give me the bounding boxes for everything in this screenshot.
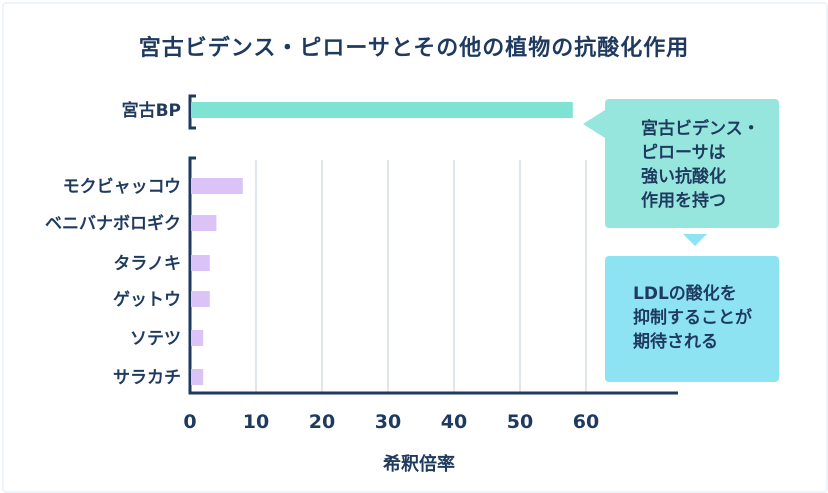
bar-0 bbox=[191, 102, 573, 118]
bar-2 bbox=[191, 215, 217, 231]
x-tick-label: 60 bbox=[573, 411, 599, 433]
x-tick-label: 40 bbox=[441, 411, 467, 433]
category-label: ソテツ bbox=[130, 329, 181, 349]
bar-1 bbox=[191, 178, 243, 194]
x-tick-label: 20 bbox=[309, 411, 335, 433]
x-tick-label: 0 bbox=[183, 411, 196, 433]
x-tick-label: 30 bbox=[375, 411, 401, 433]
category-label: モクビャッコウ bbox=[63, 177, 181, 197]
bar-5 bbox=[191, 330, 204, 346]
chart-title: 宮古ビデンス・ピローサとその他の植物の抗酸化作用 bbox=[138, 36, 690, 61]
category-label: ゲットウ bbox=[113, 289, 181, 310]
category-label: ベニバナボロギク bbox=[45, 214, 181, 234]
callout-ldl-oxidation: LDLの酸化を 抑制することが 期待される bbox=[605, 256, 779, 382]
callout-bottom-text: LDLの酸化を 抑制することが 期待される bbox=[633, 284, 752, 352]
y-axis-upper bbox=[188, 94, 196, 130]
callout-top-text: 宮古ビデンス・ ピローサは 強い抗酸化 作用を持つ bbox=[641, 119, 760, 211]
bar-3 bbox=[191, 255, 210, 271]
x-tick-label: 50 bbox=[507, 411, 533, 433]
callout-strong-antioxidant: 宮古ビデンス・ ピローサは 強い抗酸化 作用を持つ bbox=[605, 99, 779, 228]
category-label: タラノキ bbox=[113, 254, 181, 274]
category-label: 宮古BP bbox=[122, 100, 181, 121]
callout-pointer-down bbox=[683, 234, 707, 246]
bar-6 bbox=[191, 369, 204, 385]
category-label: サラカチ bbox=[113, 368, 181, 388]
bar-4 bbox=[191, 291, 210, 307]
x-tick-label: 10 bbox=[243, 411, 269, 433]
x-axis-label: 希釈倍率 bbox=[383, 453, 455, 475]
y-axis-lower bbox=[188, 156, 678, 395]
callout-pointer-left bbox=[583, 110, 605, 138]
